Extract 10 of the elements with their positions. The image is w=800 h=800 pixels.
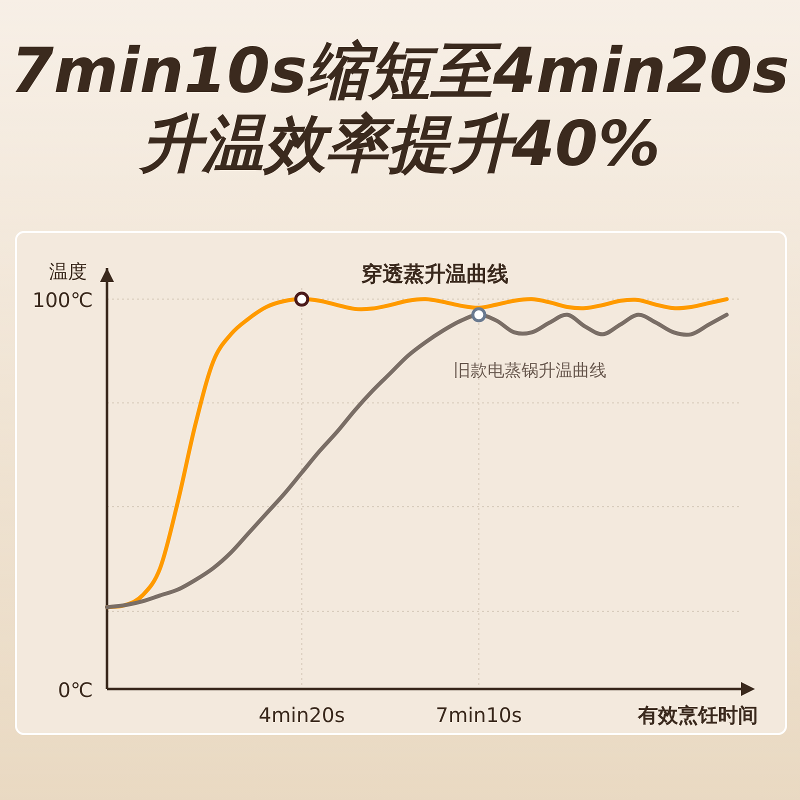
- y-axis-title: 温度: [49, 261, 87, 283]
- x-axis-title: 有效烹饪时间: [637, 703, 758, 727]
- y-tick-label: 100℃: [32, 288, 93, 312]
- chart-subtitle: 升温效率提升40%: [138, 107, 660, 180]
- chart-title: 7min10s缩短至4min20s: [10, 34, 790, 107]
- series-label: 旧款电蒸锅升温曲线: [454, 361, 606, 381]
- x-tick-label: 7min10s: [436, 703, 522, 727]
- x-tick-label: 4min20s: [258, 703, 345, 727]
- series-label: 穿透蒸升温曲线: [362, 262, 508, 286]
- y-tick-label: 0℃: [58, 678, 93, 702]
